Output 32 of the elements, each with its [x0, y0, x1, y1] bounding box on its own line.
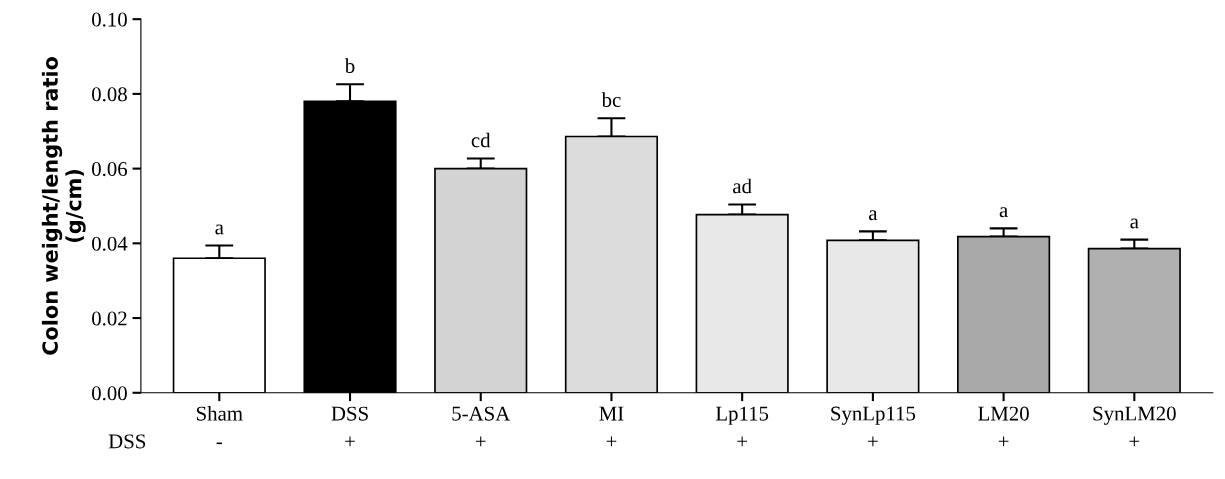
- y-tick-label: 0.10: [92, 12, 127, 27]
- x-tick-label: DSS: [331, 406, 368, 421]
- x-tick-label: SynLp115: [831, 406, 916, 425]
- y-tick-label: 0.04: [92, 236, 128, 251]
- text: +: [868, 436, 878, 447]
- text: +: [606, 436, 617, 447]
- annotation: a: [869, 210, 878, 221]
- annotation: a: [999, 207, 1008, 218]
- annotation: cd: [471, 132, 491, 148]
- text: +: [1129, 436, 1140, 447]
- x-tick-label: 5-ASA: [452, 406, 511, 421]
- text: DSS: [108, 434, 146, 449]
- y-tick-label: 0.06: [92, 161, 128, 177]
- text: +: [345, 436, 355, 447]
- text: +: [737, 436, 748, 447]
- x-tick-label: LM20: [978, 406, 1029, 421]
- y-tick-label: 0.08: [92, 87, 127, 102]
- text: -: [216, 442, 223, 445]
- y-tick-label: 0.00: [92, 386, 127, 401]
- y-tick-label: 0.02: [92, 311, 127, 326]
- x-tick-label: MI: [599, 406, 624, 421]
- x-tick-label: Lp115: [715, 406, 769, 425]
- x-tick-label: Sham: [196, 405, 243, 421]
- x-tick-label: SynLM20: [1093, 406, 1176, 425]
- annotation: ad: [733, 178, 752, 194]
- annotation: a: [215, 224, 224, 235]
- y-axis-title: Colon weight/length ratio (g/cm): [41, 56, 86, 355]
- text: +: [475, 436, 486, 447]
- annotation: b: [344, 58, 355, 73]
- annotation: a: [1130, 218, 1139, 229]
- annotation: bc: [601, 92, 621, 107]
- text: +: [998, 436, 1009, 447]
